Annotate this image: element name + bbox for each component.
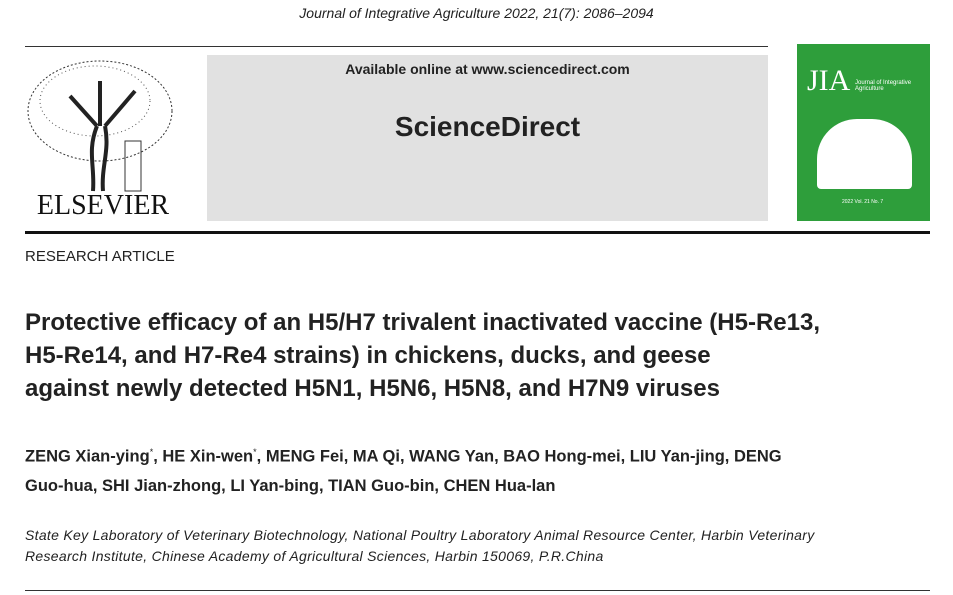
available-online: Available online at www.sciencedirect.co… [345, 61, 630, 77]
cover-image [817, 119, 912, 189]
cover-issue: 2022 Vol. 21 No. 7 [842, 199, 884, 205]
affiliation-line: Research Institute, Chinese Academy of A… [25, 548, 604, 564]
title-line: Protective efficacy of an H5/H7 trivalen… [25, 309, 820, 336]
author-line: Guo-hua, SHI Jian-zhong, LI Yan-bing, TI… [25, 472, 782, 501]
affiliation-line: State Key Laboratory of Veterinary Biote… [25, 527, 815, 543]
article-title: Protective efficacy of an H5/H7 trivalen… [25, 306, 820, 405]
title-line: H5-Re14, and H7-Re4 strains) in chickens… [25, 342, 711, 369]
rule [25, 231, 930, 234]
author-note: * [149, 447, 154, 457]
author-names: , HE Xin-wen [153, 447, 254, 466]
author-names: , MENG Fei, MA Qi, WANG Yan, BAO Hong-me… [256, 447, 782, 466]
publisher: ELSEVIER [37, 190, 170, 221]
cover-logo: JIA [807, 64, 851, 97]
platform: ScienceDirect [394, 111, 581, 142]
author-names: Guo-hua, SHI Jian-zhong, LI Yan-bing, TI… [25, 476, 556, 495]
author-line: ZENG Xian-ying*, HE Xin-wen*, MENG Fei, … [25, 438, 782, 472]
sciencedirect-box: Available online at www.sciencedirect.co… [207, 55, 768, 221]
rule [25, 46, 768, 47]
cover-journal: Journal of Integrative Agriculture [855, 80, 912, 92]
author-names: ZENG Xian-ying [25, 447, 150, 466]
title-line: against newly detected H5N1, H5N6, H5N8,… [25, 375, 720, 402]
article-type: RESEARCH ARTICLE [25, 248, 175, 265]
journal-line: Journal of Integrative Agriculture 2022,… [299, 5, 654, 21]
authors: ZENG Xian-ying*, HE Xin-wen*, MENG Fei, … [25, 438, 782, 501]
elsevier-logo: ELSEVIER [25, 56, 181, 221]
affiliation: State Key Laboratory of Veterinary Biote… [25, 525, 815, 567]
author-note: * [253, 447, 257, 457]
rule [25, 590, 930, 591]
journal-cover: JIA Journal of Integrative Agriculture 2… [797, 44, 930, 221]
